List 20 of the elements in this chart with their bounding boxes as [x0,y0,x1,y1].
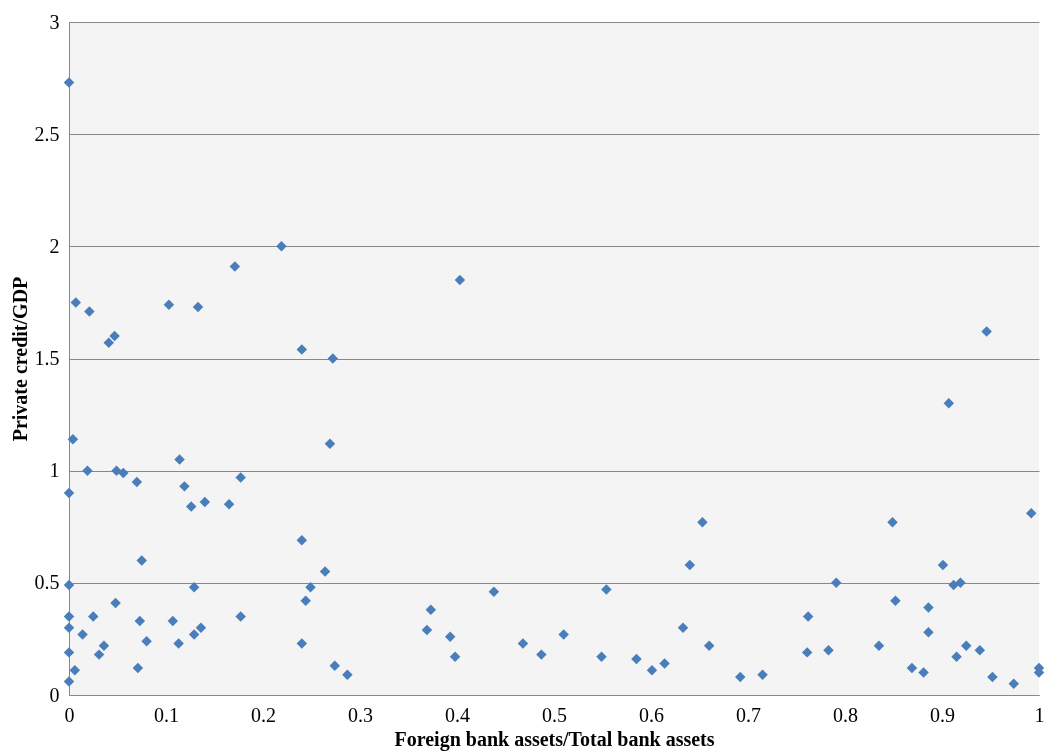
x-tick-label: 0.6 [639,703,664,726]
x-tick-label: 0.8 [833,703,858,726]
x-tick-label: 0.4 [445,703,470,726]
x-tick-label: 0.3 [348,703,373,726]
y-tick-label: 0.5 [34,571,60,594]
x-axis-title: Foreign bank assets/Total bank assets [394,727,715,751]
y-tick-label: 2 [49,234,60,257]
x-tick-label: 0.7 [736,703,761,726]
x-tick-label: 0.1 [154,703,179,726]
x-tick-label: 0.9 [930,703,955,726]
y-tick-label: 3 [49,10,60,33]
y-tick-label: 1.5 [34,347,60,369]
y-axis-title: Private credit/GDP [8,276,31,442]
x-tick-label: 1 [1034,703,1045,726]
y-tick-label: 0 [49,683,60,706]
x-tick-label: 0 [64,703,75,726]
x-tick-label: 0.5 [542,703,567,726]
x-tick-label: 0.2 [251,703,276,726]
y-tick-label: 2.5 [34,122,60,145]
y-tick-label: 1 [49,459,60,482]
